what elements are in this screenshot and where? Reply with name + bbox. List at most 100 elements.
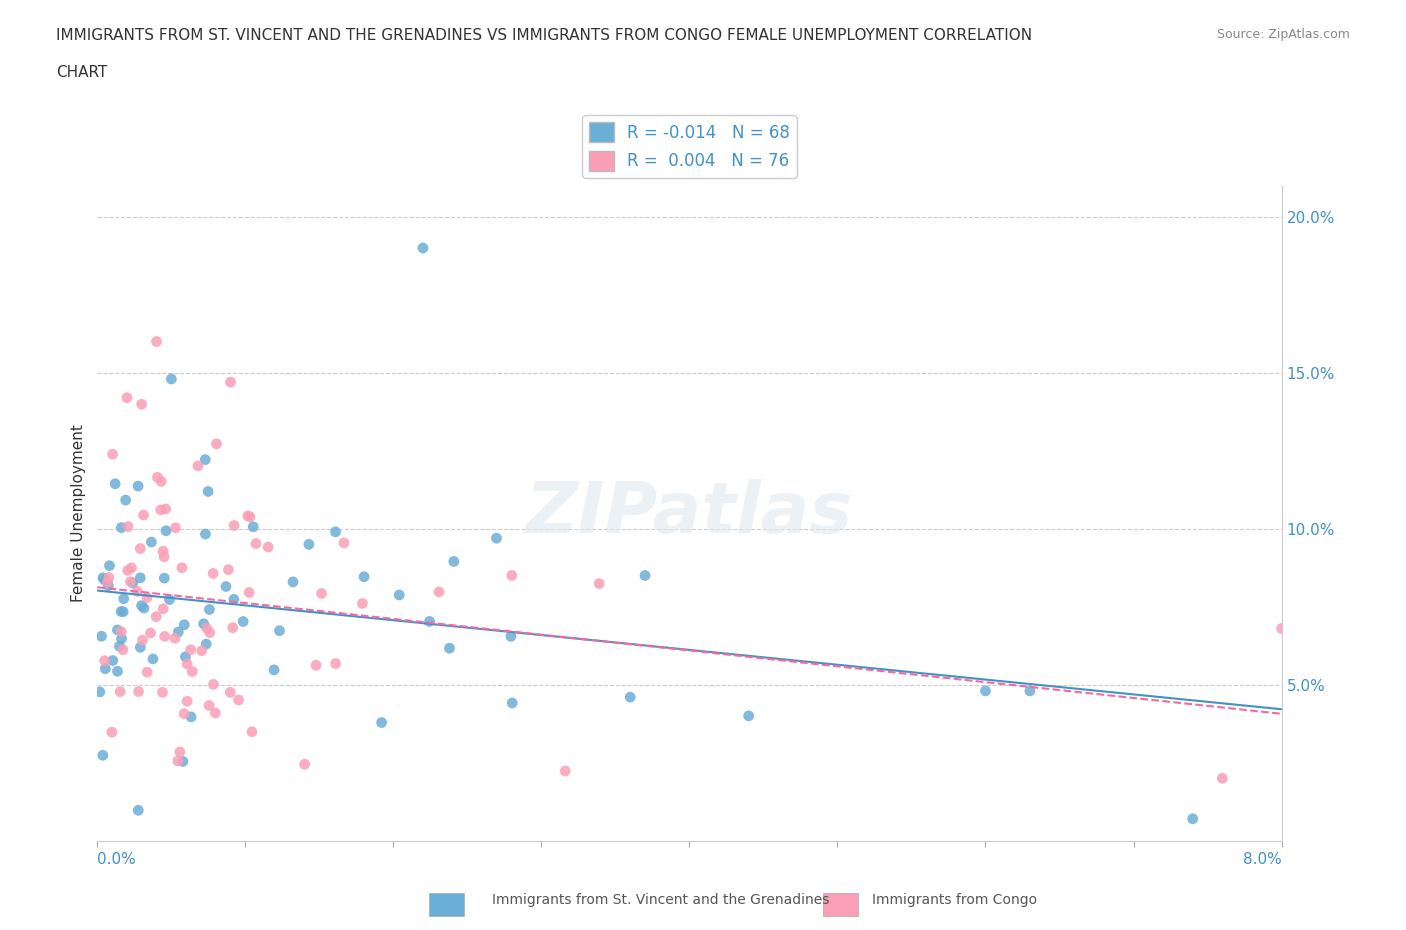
Point — [1211, 771, 1233, 786]
Point — [98, 558, 121, 573]
Point — [634, 568, 657, 583]
Text: Source: ZipAtlas.com: Source: ZipAtlas.com — [1216, 28, 1350, 41]
Point — [219, 375, 242, 390]
Point — [167, 753, 190, 768]
Point — [132, 601, 155, 616]
Point — [333, 536, 356, 551]
Point — [152, 544, 174, 559]
Point — [485, 531, 508, 546]
Point — [127, 803, 149, 817]
Text: 0.0%: 0.0% — [97, 853, 136, 868]
Point — [501, 568, 523, 583]
Point — [443, 554, 465, 569]
Point — [305, 658, 328, 672]
Point — [104, 476, 127, 491]
Point — [91, 570, 114, 585]
Point — [108, 639, 131, 654]
Point — [236, 509, 259, 524]
Point — [132, 508, 155, 523]
Point — [418, 614, 440, 629]
Point — [108, 684, 131, 699]
Point — [121, 576, 143, 591]
Point — [97, 575, 120, 590]
Point — [222, 591, 245, 606]
Text: ZIPatlas: ZIPatlas — [526, 479, 853, 548]
Point — [97, 570, 120, 585]
Point — [145, 609, 167, 624]
Point — [222, 518, 245, 533]
Point — [370, 715, 392, 730]
Point — [353, 569, 375, 584]
Point — [263, 662, 285, 677]
Point — [242, 519, 264, 534]
Point — [439, 641, 461, 656]
Point — [619, 690, 641, 705]
Point — [141, 535, 163, 550]
Point — [194, 452, 217, 467]
Legend: R = -0.014   N = 68, R =  0.004   N = 76: R = -0.014 N = 68, R = 0.004 N = 76 — [582, 115, 797, 178]
Point — [101, 446, 124, 461]
Point — [153, 571, 176, 586]
Point — [114, 493, 136, 508]
Point — [165, 521, 187, 536]
Point — [281, 575, 304, 590]
Point — [112, 591, 135, 606]
Point — [153, 629, 176, 644]
Point — [127, 584, 149, 599]
Point — [191, 644, 214, 658]
Point — [142, 652, 165, 667]
Point — [412, 241, 434, 256]
Point — [176, 657, 198, 671]
Point — [94, 661, 117, 676]
Point — [150, 474, 173, 489]
Point — [245, 536, 267, 551]
Point — [89, 684, 111, 699]
Point — [121, 561, 143, 576]
Point — [91, 748, 114, 763]
Point — [167, 625, 190, 640]
Point — [257, 539, 280, 554]
Point — [193, 617, 215, 631]
Point — [217, 562, 239, 577]
Point — [501, 696, 523, 711]
Point — [101, 653, 124, 668]
Point — [198, 625, 221, 640]
Point — [163, 631, 186, 645]
Text: Immigrants from Congo: Immigrants from Congo — [872, 893, 1036, 907]
Point — [219, 684, 242, 699]
Point — [427, 584, 450, 599]
Text: Immigrants from St. Vincent and the Grenadines: Immigrants from St. Vincent and the Gren… — [492, 893, 830, 907]
Point — [198, 698, 221, 713]
Text: IMMIGRANTS FROM ST. VINCENT AND THE GRENADINES VS IMMIGRANTS FROM CONGO FEMALE U: IMMIGRANTS FROM ST. VINCENT AND THE GREN… — [56, 28, 1032, 43]
Point — [202, 677, 225, 692]
Point — [205, 436, 228, 451]
Point — [129, 541, 152, 556]
Point — [160, 372, 183, 387]
Point — [149, 502, 172, 517]
Point — [174, 649, 197, 664]
Point — [176, 694, 198, 709]
Point — [325, 525, 347, 539]
Point — [194, 526, 217, 541]
Point — [90, 629, 112, 644]
Point — [155, 501, 177, 516]
Point — [139, 626, 162, 641]
Point — [187, 458, 209, 473]
Point — [136, 590, 159, 604]
Point — [159, 592, 181, 607]
Point — [228, 693, 250, 708]
Point — [1018, 684, 1040, 698]
Point — [325, 657, 347, 671]
Point — [197, 484, 219, 498]
Point — [311, 586, 333, 601]
Point — [128, 684, 150, 699]
Point — [181, 664, 204, 679]
Point — [107, 664, 129, 679]
Text: 8.0%: 8.0% — [1243, 853, 1281, 868]
Point — [554, 764, 576, 778]
Point — [110, 604, 132, 618]
Point — [222, 620, 245, 635]
Point — [170, 561, 193, 576]
Point — [204, 706, 226, 721]
Point — [974, 684, 997, 698]
